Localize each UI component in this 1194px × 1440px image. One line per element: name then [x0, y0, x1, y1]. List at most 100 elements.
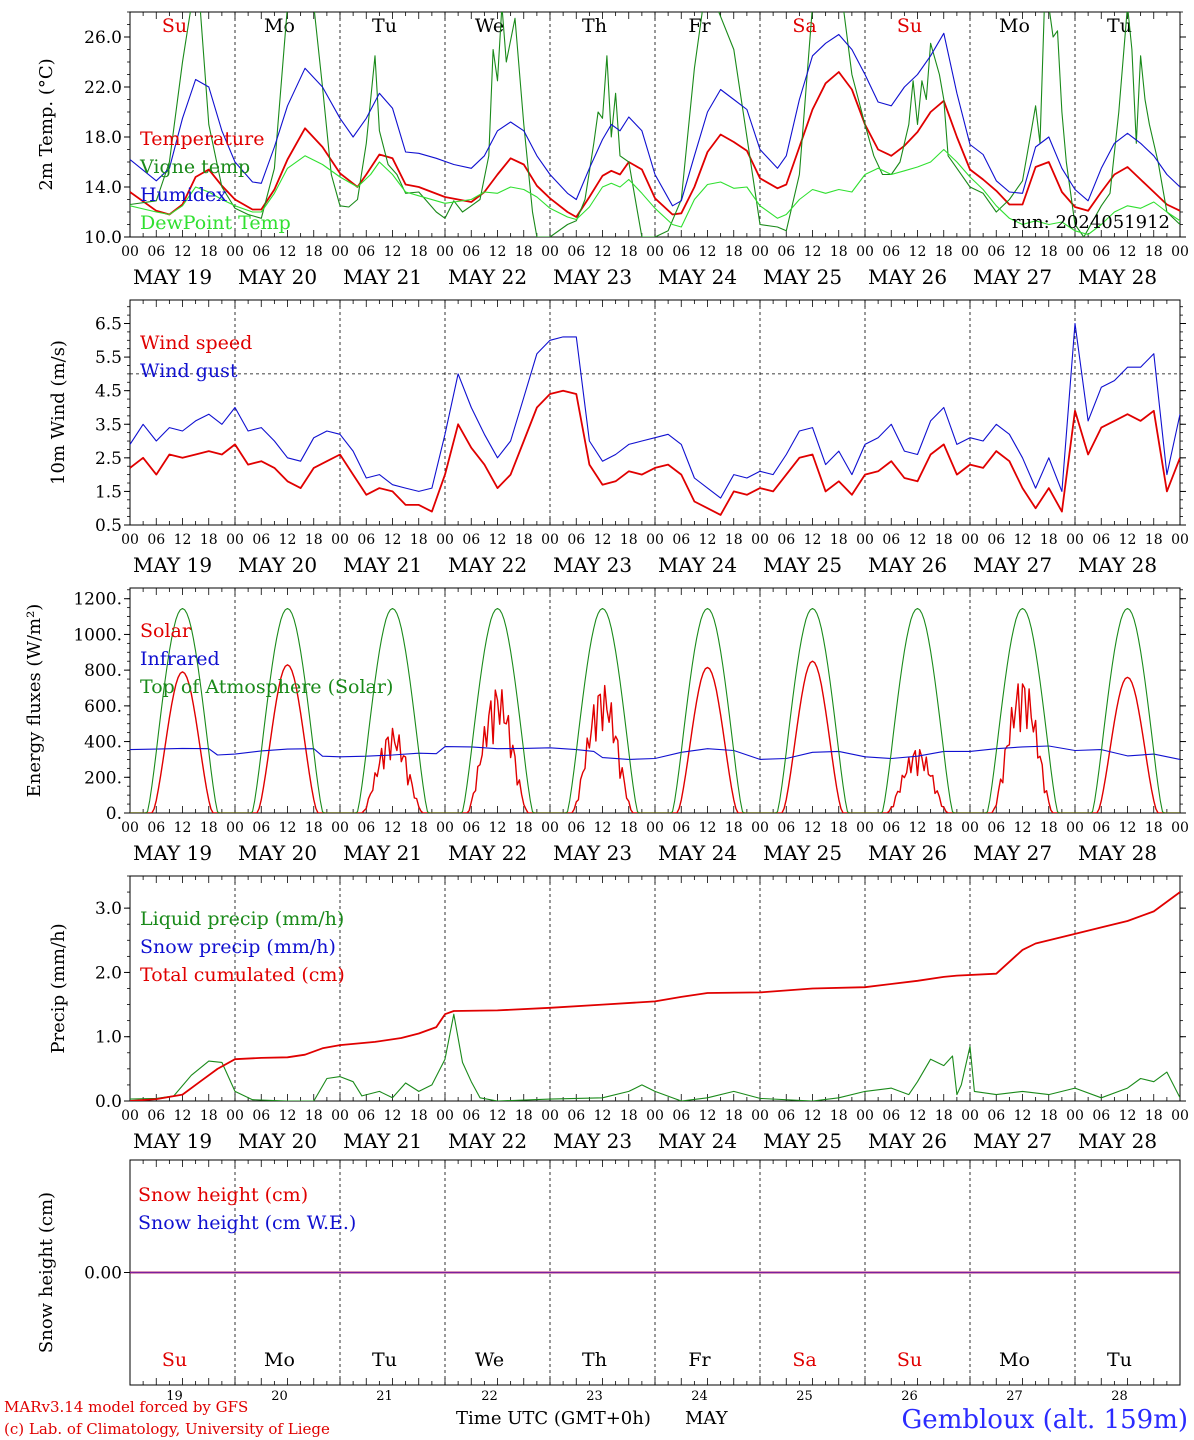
hour-label: 00 [121, 820, 139, 836]
day-number-label: 22 [481, 1389, 498, 1404]
model-info: MARv3.14 model forced by GFS [4, 1398, 248, 1416]
hour-label: 18 [515, 820, 533, 836]
credit-info: (c) Lab. of Climatology, University of L… [4, 1420, 330, 1438]
hour-label: 00 [961, 532, 979, 548]
date-label: MAY 27 [973, 1129, 1052, 1153]
hour-label: 06 [357, 532, 375, 548]
hour-label: 00 [436, 1108, 454, 1124]
hour-label: 00 [121, 244, 139, 260]
hour-label: 00 [751, 1108, 769, 1124]
hour-label: 12 [699, 244, 717, 260]
hour-label: 06 [1092, 1108, 1110, 1124]
legend-entry: Liquid precip (mm/h) [140, 908, 344, 930]
legend-entry: Infrared [140, 648, 220, 670]
y-tick-label: 14.0 [84, 178, 122, 198]
hour-label: 12 [384, 244, 402, 260]
legend-entry: Snow height (cm W.E.) [138, 1212, 356, 1234]
hour-label: 00 [751, 244, 769, 260]
hour-label: 06 [882, 1108, 900, 1124]
hour-label: 00 [961, 820, 979, 836]
hour-label: 18 [935, 1108, 953, 1124]
hour-label: 06 [777, 532, 795, 548]
legend-entry: Snow precip (mm/h) [140, 936, 336, 958]
hour-label: 12 [804, 244, 822, 260]
hour-label: 12 [804, 1108, 822, 1124]
hour-label: 18 [1145, 1108, 1163, 1124]
hour-label: 06 [357, 244, 375, 260]
day-number-label: 23 [586, 1389, 603, 1404]
date-label: MAY 19 [133, 553, 212, 577]
hour-label: 00 [646, 820, 664, 836]
hour-label: 00 [1066, 532, 1084, 548]
hour-label: 00 [646, 244, 664, 260]
hour-label: 18 [1145, 532, 1163, 548]
date-label: MAY 23 [553, 841, 632, 865]
date-label: MAY 20 [238, 553, 317, 577]
date-label: MAY 19 [133, 1129, 212, 1153]
hour-label: 06 [462, 244, 480, 260]
day-number-label: 24 [691, 1389, 708, 1404]
hour-label: 06 [252, 244, 270, 260]
date-label: MAY 22 [448, 265, 527, 289]
hour-label: 00 [226, 1108, 244, 1124]
hour-label: 06 [567, 820, 585, 836]
hour-label: 06 [462, 532, 480, 548]
hour-label: 18 [620, 820, 638, 836]
hour-label: 12 [489, 820, 507, 836]
hour-label: 06 [462, 1108, 480, 1124]
wind-gustline [130, 322, 1180, 499]
weekday-label: Th [582, 1349, 607, 1371]
hour-label: 18 [305, 820, 323, 836]
hour-label: 06 [882, 532, 900, 548]
y-tick-label: 2.0 [95, 963, 122, 983]
hour-label: 12 [384, 1108, 402, 1124]
temperature-panel: 10.0 14.0 18.0 22.0 26.0 2m Temp. (°C) 00 06 12 1… [36, 11, 1189, 289]
hour-label: 00 [436, 244, 454, 260]
hour-label: 00 [121, 532, 139, 548]
weekday-label: Su [897, 15, 922, 37]
hour-label: 06 [567, 1108, 585, 1124]
hour-label: 12 [699, 532, 717, 548]
y-axis-label: 10m Wind (m/s) [48, 340, 69, 485]
hour-label: 18 [620, 1108, 638, 1124]
date-label: MAY 20 [238, 265, 317, 289]
date-label: MAY 23 [553, 553, 632, 577]
day-number-label: 25 [796, 1389, 813, 1404]
date-label: MAY 24 [658, 841, 737, 865]
hour-label: 12 [699, 1108, 717, 1124]
date-label: MAY 21 [343, 553, 422, 577]
legend-entry: Snow height (cm) [138, 1184, 308, 1206]
date-label: MAY 20 [238, 1129, 317, 1153]
hour-label: 06 [987, 532, 1005, 548]
y-tick-label: 0. [106, 804, 122, 824]
hour-label: 06 [567, 532, 585, 548]
date-label: MAY 21 [343, 841, 422, 865]
hour-label: 06 [567, 244, 585, 260]
hour-label: 00 [856, 532, 874, 548]
hour-label: 00 [331, 532, 349, 548]
hour-label: 12 [594, 244, 612, 260]
hour-label: 12 [174, 532, 192, 548]
hour-label: 12 [699, 820, 717, 836]
hour-label: 18 [830, 244, 848, 260]
hour-label: 18 [1040, 1108, 1058, 1124]
hour-label: 06 [987, 820, 1005, 836]
infraredline [130, 745, 1180, 760]
hour-label: 18 [200, 532, 218, 548]
hour-label: 18 [200, 820, 218, 836]
y-tick-label: 0.5 [95, 516, 122, 536]
date-label: MAY 22 [448, 841, 527, 865]
y-tick-label: 1.5 [95, 482, 122, 502]
y-tick-label: 3.5 [95, 415, 122, 435]
day-number-label: 21 [376, 1389, 393, 1404]
y-tick-label: 6.5 [95, 315, 122, 335]
date-label: MAY 19 [133, 841, 212, 865]
hour-label: 18 [1040, 532, 1058, 548]
date-label: MAY 20 [238, 841, 317, 865]
date-label: MAY 28 [1078, 841, 1157, 865]
date-label: MAY 26 [868, 265, 947, 289]
hour-label: 00 [1171, 820, 1189, 836]
hour-label: 06 [777, 1108, 795, 1124]
hour-label: 12 [1119, 1108, 1137, 1124]
hour-label: 06 [987, 244, 1005, 260]
